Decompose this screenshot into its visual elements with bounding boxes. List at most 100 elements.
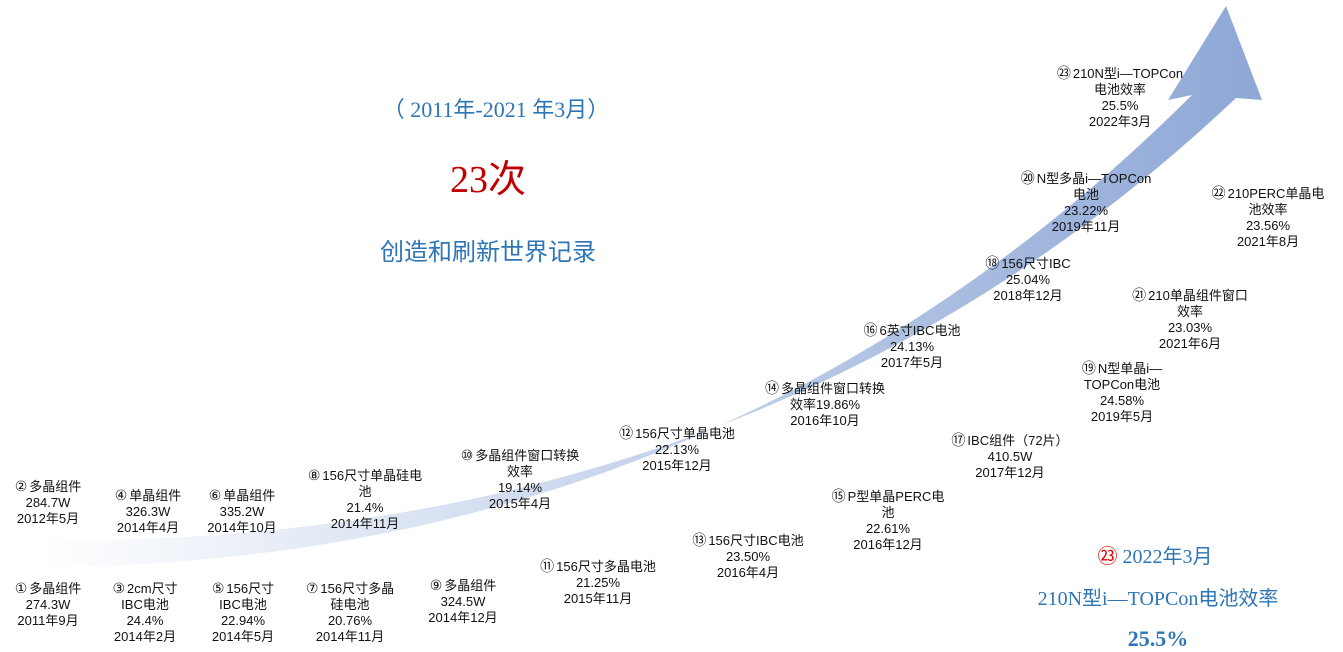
record-text: 23.50% <box>725 549 771 564</box>
record-line: 22.13% <box>619 442 735 458</box>
record-line: 2014年5月 <box>212 629 274 645</box>
record-text: 单晶组件 <box>129 488 182 503</box>
record: ㉑ 210单晶组件窗口 效率 23.03% 2021年6月 <box>1132 287 1248 352</box>
record-line: 25.04% <box>985 272 1070 288</box>
record-number: ④ <box>114 487 128 503</box>
record: ⑥ 单晶组件 335.2W 2014年10月 <box>207 487 276 536</box>
record: ⑨ 多晶组件 324.5W 2014年12月 <box>428 577 497 626</box>
record-line: 284.7W <box>15 495 82 511</box>
record-line: 23.22% <box>1021 203 1152 219</box>
record-text: 22.13% <box>654 442 700 457</box>
record-text: 24.4% <box>126 613 164 628</box>
record-text: 2012年5月 <box>16 511 80 526</box>
record-line: 2021年6月 <box>1132 336 1248 352</box>
record-line: ⑱ 156尺寸IBC <box>985 255 1070 272</box>
record-line: 2016年10月 <box>765 413 885 429</box>
record-line: 2017年5月 <box>864 355 961 371</box>
record-line: ⑰ IBC组件（72片） <box>951 432 1068 449</box>
record-line: TOPCon电池 <box>1082 377 1162 393</box>
record-line: 326.3W <box>115 504 182 520</box>
highlight-date: 2022年3月 <box>1122 546 1213 568</box>
growth-arrow <box>40 6 1262 567</box>
record-text: 2016年4月 <box>716 565 780 580</box>
record-line: IBC电池 <box>212 597 274 613</box>
record-number: ㉑ <box>1132 287 1147 303</box>
record-line: ⑬ 156尺寸IBC电池 <box>692 532 803 549</box>
record-number: ⑥ <box>208 487 222 503</box>
record-line: 22.94% <box>212 613 274 629</box>
record-number: ③ <box>112 580 125 596</box>
record-line: ⑤ 156尺寸 <box>212 580 274 597</box>
record-line: ⑳ N型多晶i—TOPCon <box>1021 170 1152 187</box>
record-text: 6英寸IBC电池 <box>879 323 961 338</box>
record-text: 20.76% <box>327 613 373 628</box>
record-line: 20.76% <box>306 613 394 629</box>
record-line: 23.03% <box>1132 320 1248 336</box>
record: ③ 2cm尺寸 IBC电池 24.4% 2014年2月 <box>112 580 177 645</box>
record-number: ⑤ <box>211 580 225 596</box>
record-line: 硅电池 <box>306 597 394 613</box>
record: ⑲ N型单晶i— TOPCon电池 24.58% 2019年5月 <box>1082 360 1162 425</box>
record-text: 2016年12月 <box>853 537 923 552</box>
record-line: 池效率 <box>1212 202 1325 218</box>
record-text: 210N型i—TOPCon <box>1072 66 1184 81</box>
record-number: ⑫ <box>619 425 634 441</box>
record-text: 335.2W <box>219 504 265 519</box>
record-text: 单晶组件 <box>223 488 276 503</box>
record-number: ① <box>14 580 28 596</box>
record-line: 池 <box>832 505 945 521</box>
record-line: ⑪ 156尺寸多晶电池 <box>540 558 656 575</box>
record-text: 多晶组件 <box>444 578 497 593</box>
record-text: 2021年6月 <box>1158 336 1222 351</box>
record-text: 2014年5月 <box>211 629 275 644</box>
record: ⑦ 156尺寸多晶 硅电池 20.76% 2014年11月 <box>306 580 394 645</box>
record: ⑪ 156尺寸多晶电池 21.25% 2015年11月 <box>540 558 656 607</box>
record-text: 25.04% <box>1005 272 1051 287</box>
record-line: ④ 单晶组件 <box>115 487 182 504</box>
record-text: 硅电池 <box>330 597 370 612</box>
record: ⑯ 6英寸IBC电池 24.13% 2017年5月 <box>864 322 961 371</box>
record: ⑩ 多晶组件窗口转换 效率 19.14% 2015年4月 <box>461 447 580 512</box>
record-line: 274.3W <box>15 597 82 613</box>
record-text: 25.5% <box>1101 98 1139 113</box>
record-text: 2014年10月 <box>207 520 277 535</box>
record-line: ⑲ N型单晶i— <box>1082 360 1162 377</box>
record-line: ⑫ 156尺寸单晶电池 <box>619 425 735 442</box>
record-text: 2019年5月 <box>1090 409 1154 424</box>
record-text: 池效率 <box>1248 202 1288 217</box>
record: ⑧ 156尺寸单晶硅电池 21.4% 2014年11月 <box>308 467 422 532</box>
record: ⑳ N型多晶i—TOPCon 电池 23.22% 2019年11月 <box>1021 170 1152 235</box>
record: ⑭ 多晶组件窗口转换 效率19.86% 2016年10月 <box>765 380 885 429</box>
record-number: ⑯ <box>863 322 878 338</box>
record-number: ㉓ <box>1056 65 1071 81</box>
record-line: 2014年10月 <box>207 520 276 536</box>
record-text: 24.58% <box>1099 393 1145 408</box>
record-line: 2014年2月 <box>112 629 177 645</box>
record-text: 19.14% <box>497 480 543 495</box>
record-line: 23.50% <box>692 549 803 565</box>
record-text: 多晶组件窗口转换 <box>475 448 580 463</box>
record-line: 2014年11月 <box>306 629 394 645</box>
record-number: ⑩ <box>460 447 474 463</box>
record-text: 多晶组件 <box>29 479 82 494</box>
record-text: 156尺寸多晶 <box>320 581 395 596</box>
record-text: 326.3W <box>125 504 171 519</box>
record-text: 池 <box>358 484 372 499</box>
record-text: 效率 <box>1176 304 1204 319</box>
record-number: ⑳ <box>1020 170 1035 186</box>
record-number: ⑭ <box>764 380 779 396</box>
record-text: 2cm尺寸 <box>127 581 178 596</box>
record-line: 2015年4月 <box>461 496 580 512</box>
record-text: 156尺寸单晶电池 <box>635 426 735 441</box>
record-text: 210单晶组件窗口 <box>1148 288 1248 303</box>
record-text: 2014年11月 <box>315 629 385 644</box>
record: ② 多晶组件 284.7W 2012年5月 <box>15 478 82 527</box>
record-text: IBC组件（72片） <box>967 433 1069 448</box>
record-line: 410.5W <box>951 449 1068 465</box>
record-text: TOPCon电池 <box>1083 377 1161 392</box>
record-line: 效率 <box>461 464 580 480</box>
record-text: 效率19.86% <box>789 397 861 412</box>
record-line: 24.13% <box>864 339 961 355</box>
highlight-date-line: ㉓ 2022年3月 <box>1098 540 1213 569</box>
record-text: 156尺寸 <box>226 581 275 596</box>
